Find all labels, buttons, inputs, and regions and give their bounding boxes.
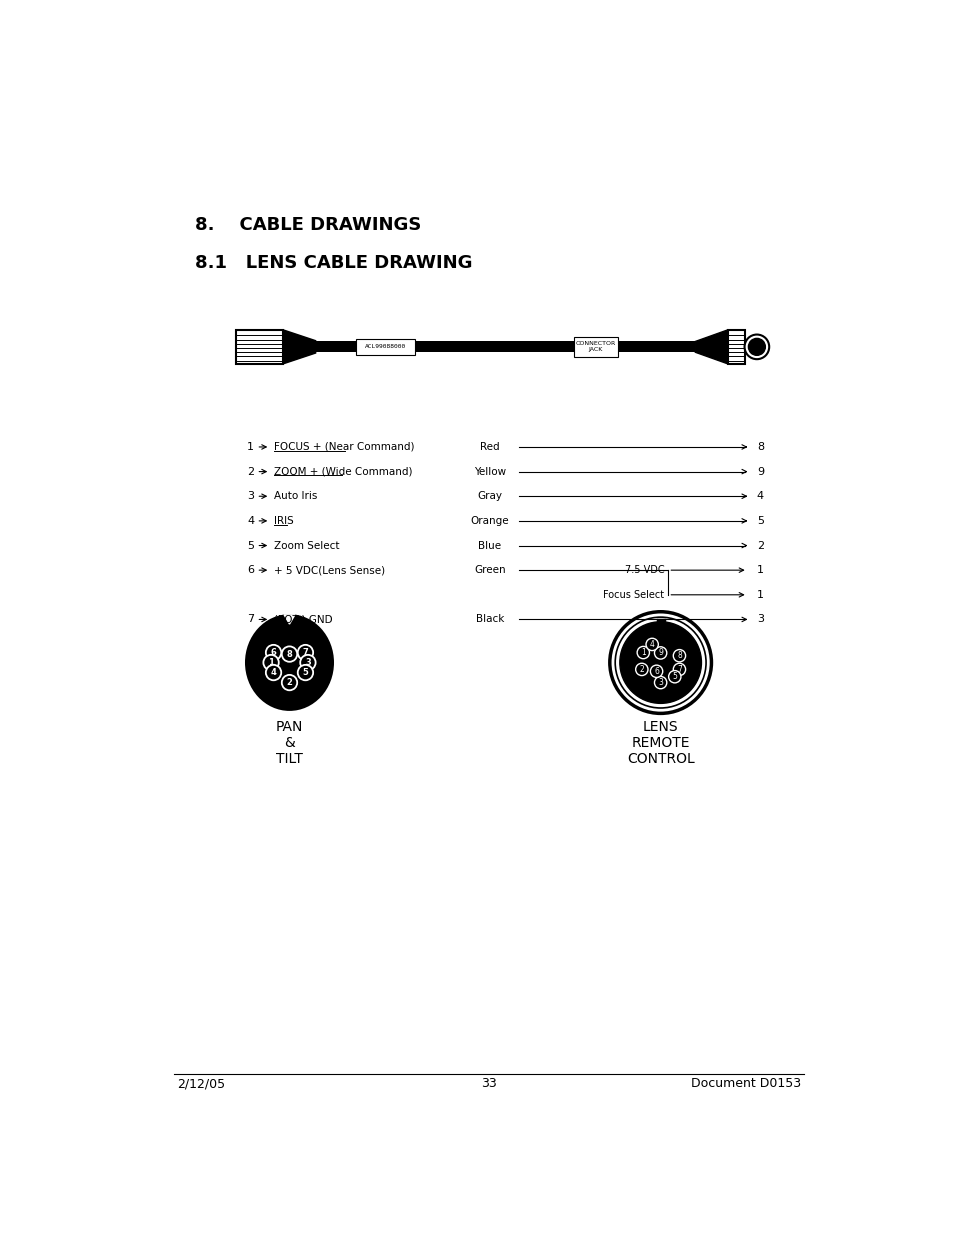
Text: Orange: Orange <box>470 516 509 526</box>
Text: 5: 5 <box>247 541 253 551</box>
Text: 2: 2 <box>756 541 763 551</box>
Text: 1: 1 <box>640 648 645 657</box>
Text: 4: 4 <box>649 640 654 648</box>
Text: 3: 3 <box>305 658 311 667</box>
Circle shape <box>281 646 297 662</box>
Text: Blue: Blue <box>477 541 500 551</box>
Circle shape <box>635 663 647 676</box>
Text: 4: 4 <box>247 516 253 526</box>
Text: ZOOM + (Wide Command): ZOOM + (Wide Command) <box>274 467 412 477</box>
Text: Yellow: Yellow <box>473 467 505 477</box>
Text: 8: 8 <box>286 650 292 658</box>
Text: Focus Select: Focus Select <box>602 590 664 600</box>
Text: Red: Red <box>479 442 499 452</box>
FancyBboxPatch shape <box>574 337 617 357</box>
Text: 2: 2 <box>286 678 293 687</box>
Text: ACL99088000: ACL99088000 <box>365 345 406 350</box>
Text: 7: 7 <box>302 648 308 657</box>
Circle shape <box>645 638 658 651</box>
Ellipse shape <box>246 615 333 710</box>
Polygon shape <box>284 615 294 624</box>
Circle shape <box>619 621 700 704</box>
Text: IRIS: IRIS <box>274 516 294 526</box>
Text: Black: Black <box>475 615 503 625</box>
Text: Zoom Select: Zoom Select <box>274 541 339 551</box>
Text: 3: 3 <box>658 678 662 687</box>
FancyBboxPatch shape <box>235 330 283 364</box>
FancyBboxPatch shape <box>727 330 743 364</box>
Polygon shape <box>283 330 315 364</box>
Circle shape <box>654 677 666 689</box>
Text: 5: 5 <box>302 668 308 677</box>
Polygon shape <box>695 330 727 364</box>
Text: 5: 5 <box>756 516 763 526</box>
Text: 7: 7 <box>247 615 253 625</box>
Text: 7.5 VDC: 7.5 VDC <box>624 566 664 576</box>
Text: 6: 6 <box>271 648 276 657</box>
Text: 8: 8 <box>756 442 763 452</box>
Text: PAN
&
TILT: PAN & TILT <box>275 720 303 766</box>
Text: 2: 2 <box>639 664 643 674</box>
Circle shape <box>297 664 313 680</box>
Circle shape <box>673 650 685 662</box>
Text: (POT-) GND: (POT-) GND <box>274 615 333 625</box>
Circle shape <box>637 646 649 658</box>
Text: 8: 8 <box>677 651 681 661</box>
Text: 6: 6 <box>654 667 659 676</box>
Text: 4: 4 <box>271 668 276 677</box>
Text: 3: 3 <box>247 492 253 501</box>
Text: 1: 1 <box>247 442 253 452</box>
Text: + 5 VDC(Lens Sense): + 5 VDC(Lens Sense) <box>274 566 385 576</box>
Circle shape <box>297 645 313 661</box>
Circle shape <box>673 663 685 676</box>
Text: 9: 9 <box>658 648 662 657</box>
FancyBboxPatch shape <box>356 340 415 354</box>
Text: 9: 9 <box>756 467 763 477</box>
Text: CONNECTOR
JACK: CONNECTOR JACK <box>576 341 616 352</box>
Circle shape <box>266 664 281 680</box>
Text: 4: 4 <box>756 492 763 501</box>
Text: 3: 3 <box>756 615 763 625</box>
Text: 2: 2 <box>247 467 253 477</box>
Text: Gray: Gray <box>476 492 501 501</box>
Circle shape <box>650 666 662 678</box>
Text: LENS
REMOTE
CONTROL: LENS REMOTE CONTROL <box>626 720 694 766</box>
Text: Auto Iris: Auto Iris <box>274 492 317 501</box>
Text: Document D0153: Document D0153 <box>690 1077 800 1091</box>
Circle shape <box>654 647 666 659</box>
Text: 8.    CABLE DRAWINGS: 8. CABLE DRAWINGS <box>194 216 420 233</box>
Text: 33: 33 <box>480 1077 497 1091</box>
Text: 2/12/05: 2/12/05 <box>177 1077 225 1091</box>
Circle shape <box>609 611 711 714</box>
Circle shape <box>615 618 705 708</box>
Circle shape <box>743 335 768 359</box>
Text: 1: 1 <box>756 566 763 576</box>
Text: 7: 7 <box>677 664 681 674</box>
Circle shape <box>266 645 281 661</box>
Text: 1: 1 <box>268 658 274 667</box>
Bar <box>315 341 695 352</box>
Circle shape <box>668 671 680 683</box>
Text: 5: 5 <box>672 672 677 682</box>
Text: FOCUS + (Near Command): FOCUS + (Near Command) <box>274 442 415 452</box>
Text: 6: 6 <box>247 566 253 576</box>
Circle shape <box>300 655 315 671</box>
Text: 1: 1 <box>756 590 763 600</box>
Circle shape <box>263 655 278 671</box>
Circle shape <box>748 338 764 356</box>
Circle shape <box>281 674 297 690</box>
Text: Green: Green <box>474 566 505 576</box>
Text: 8.1   LENS CABLE DRAWING: 8.1 LENS CABLE DRAWING <box>194 254 472 273</box>
